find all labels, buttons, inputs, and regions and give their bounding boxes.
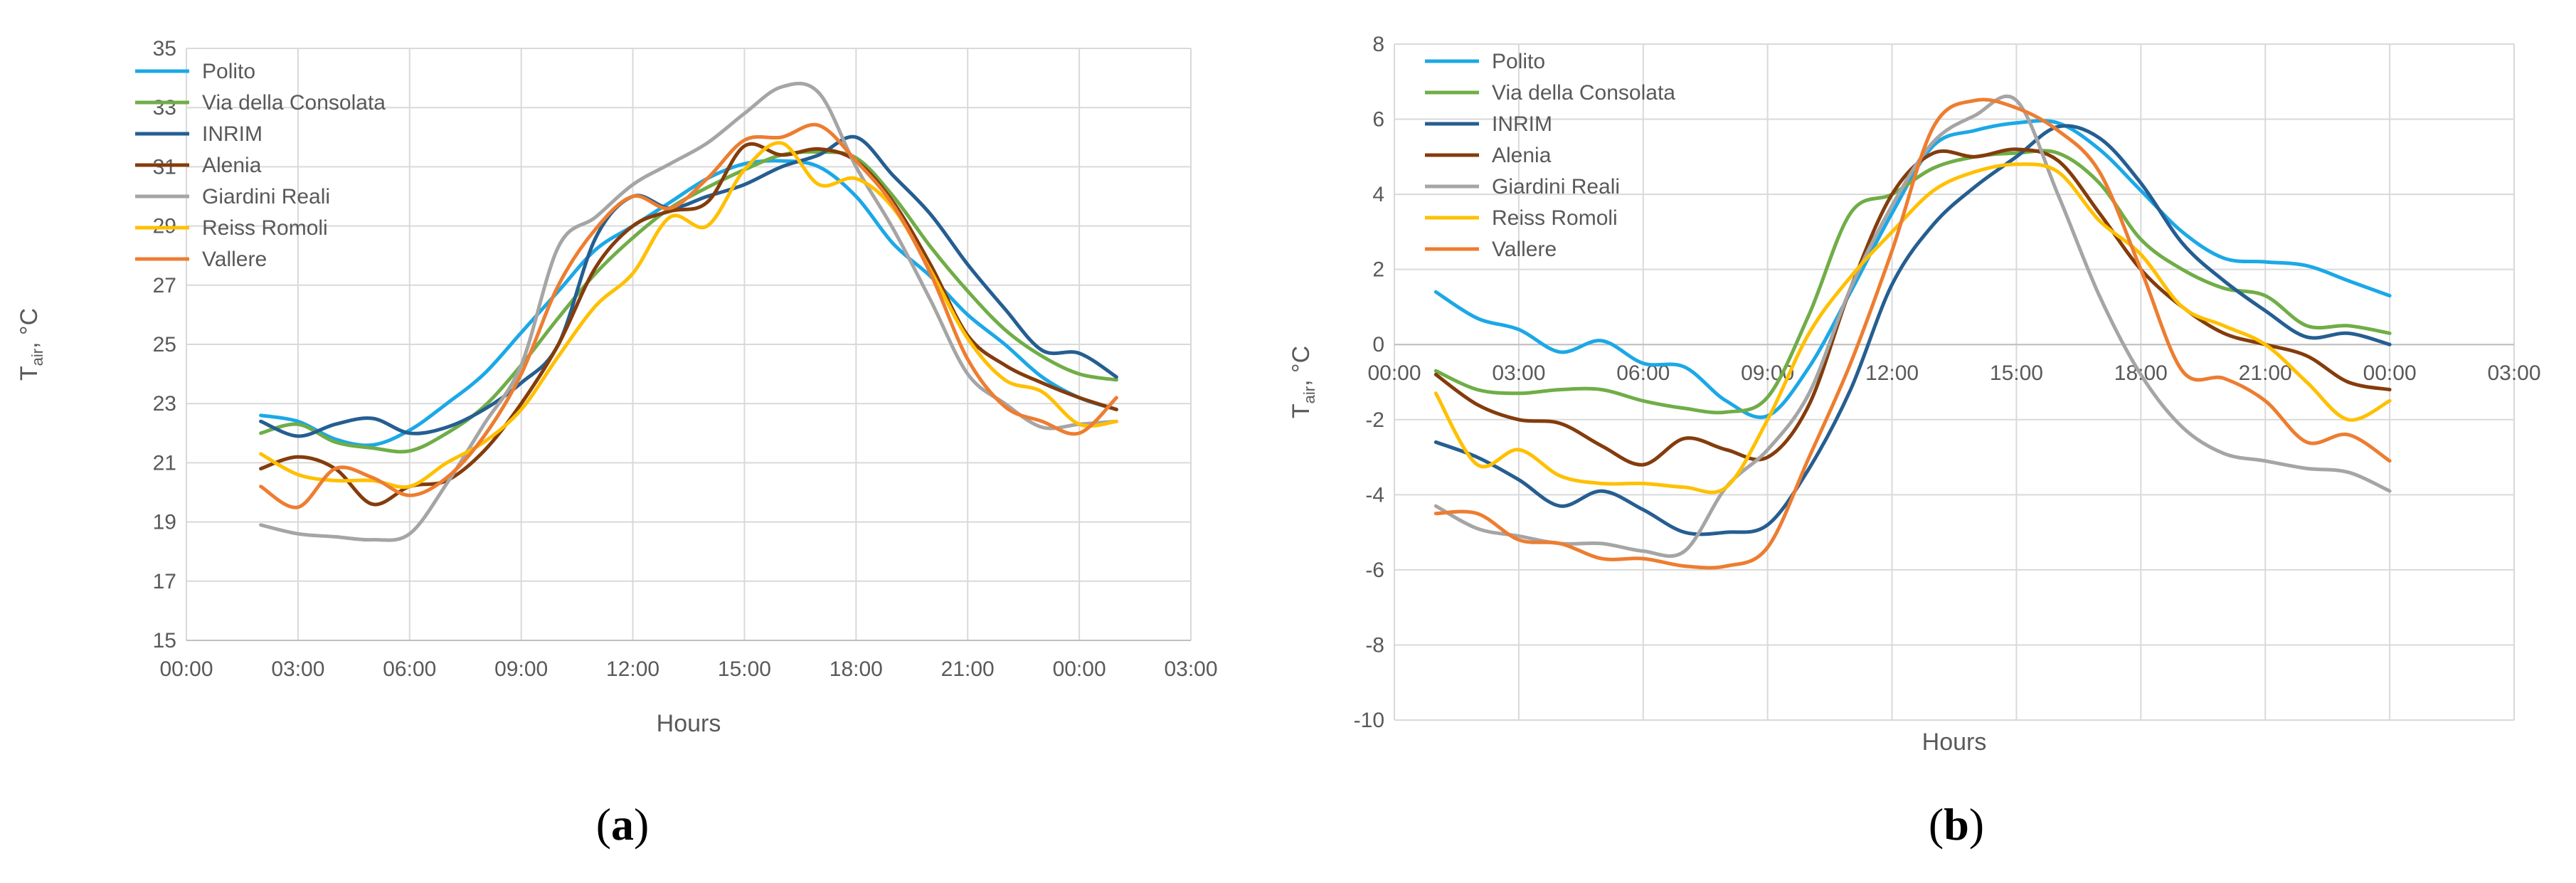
y-tick-label: 33 bbox=[153, 96, 176, 120]
y-tick-label: 17 bbox=[153, 570, 176, 593]
series-line-vallere bbox=[259, 122, 1118, 509]
x-tick-label: 12:00 bbox=[606, 657, 659, 681]
y-tick-label: -8 bbox=[1365, 633, 1384, 657]
y-tick-label: 8 bbox=[1372, 33, 1384, 56]
x-tick-label: 21:00 bbox=[2239, 361, 2292, 385]
x-tick-label: 18:00 bbox=[829, 657, 883, 681]
chart-panel-a: 151719212325272931333500:0003:0006:0009:… bbox=[16, 37, 1218, 850]
series-lines bbox=[1433, 94, 2392, 570]
y-tick-label: -4 bbox=[1365, 483, 1384, 507]
y-tick-label: 0 bbox=[1372, 333, 1384, 356]
y-tick-label: 21 bbox=[153, 451, 176, 475]
legend-label: Giardini Reali bbox=[202, 185, 330, 208]
y-axis-title: Tair, °C bbox=[16, 308, 46, 381]
x-tick-label: 03:00 bbox=[2487, 361, 2540, 385]
x-tick-label: 00:00 bbox=[1053, 657, 1106, 681]
legend-label: Via della Consolata bbox=[1492, 81, 1675, 105]
legend: Polito Via della Consolata INRIM Alenia Giar… bbox=[135, 60, 386, 271]
y-tick-label: 6 bbox=[1372, 108, 1384, 132]
gridlines bbox=[186, 48, 1192, 641]
series-line-inrim bbox=[1433, 124, 2392, 536]
legend-label: Polito bbox=[202, 60, 255, 83]
y-tick-label: -2 bbox=[1365, 408, 1384, 432]
x-tick-label: 15:00 bbox=[718, 657, 771, 681]
x-tick-label: 00:00 bbox=[1367, 361, 1421, 385]
y-tick-labels: -10 -8 -6 -4 -2 0 2 4 6 8 bbox=[1354, 33, 1384, 732]
x-tick-label: 12:00 bbox=[1865, 361, 1919, 385]
y-tick-label: 2 bbox=[1372, 258, 1384, 282]
y-tick-label: 4 bbox=[1372, 183, 1384, 206]
series-lines bbox=[259, 81, 1118, 542]
series-line-vallere bbox=[1433, 97, 2392, 570]
legend-label: Giardini Reali bbox=[1492, 175, 1620, 199]
x-tick-labels: 00:00 03:00 06:00 09:00 12:00 15:00 18:00 21:00… bbox=[159, 657, 1217, 681]
x-axis-title: Hours bbox=[1922, 729, 1987, 756]
y-tick-label: -10 bbox=[1354, 709, 1384, 732]
legend-label: Via della Consolata bbox=[202, 91, 386, 115]
y-tick-label: 19 bbox=[153, 511, 176, 534]
x-tick-label: 03:00 bbox=[1492, 361, 1545, 385]
x-tick-label: 00:00 bbox=[159, 657, 213, 681]
legend-label: Reiss Romoli bbox=[202, 216, 328, 240]
legend-label: Reiss Romoli bbox=[1492, 206, 1618, 230]
x-tick-label: 21:00 bbox=[941, 657, 995, 681]
y-tick-label: 15 bbox=[153, 629, 176, 652]
panel-caption: (a) bbox=[596, 799, 650, 850]
y-tick-label: -6 bbox=[1365, 559, 1384, 582]
legend: Polito Via della Consolata INRIM Alenia Giar… bbox=[1425, 50, 1675, 261]
legend-label: Alenia bbox=[1492, 144, 1552, 167]
y-tick-label: 25 bbox=[153, 333, 176, 356]
legend-label: Polito bbox=[1492, 50, 1545, 73]
x-tick-label: 00:00 bbox=[2363, 361, 2417, 385]
series-line-reiss-romoli bbox=[259, 141, 1118, 490]
x-tick-label: 09:00 bbox=[494, 657, 548, 681]
legend-label: Vallere bbox=[202, 248, 267, 271]
y-tick-label: 27 bbox=[153, 274, 176, 297]
series-line-giardini-reali bbox=[259, 81, 1118, 542]
y-tick-label: 35 bbox=[153, 37, 176, 60]
panel-caption: (b) bbox=[1929, 799, 1984, 850]
series-line-inrim bbox=[259, 134, 1118, 438]
series-line-polito bbox=[1433, 119, 2392, 419]
x-tick-label: 15:00 bbox=[1990, 361, 2043, 385]
legend-label: Alenia bbox=[202, 154, 262, 177]
series-line-polito bbox=[259, 159, 1118, 448]
y-tick-label: 23 bbox=[153, 392, 176, 416]
x-tick-labels: 00:00 03:00 06:00 09:00 12:00 15:00 18:00 21:00… bbox=[1367, 361, 2540, 385]
x-axis-title: Hours bbox=[657, 710, 721, 737]
x-tick-label: 03:00 bbox=[271, 657, 324, 681]
y-tick-label: 31 bbox=[153, 155, 176, 179]
legend-label: Vallere bbox=[1492, 238, 1557, 261]
legend-label: INRIM bbox=[202, 122, 263, 146]
y-tick-labels: 1517192123252729313335 bbox=[153, 37, 176, 652]
series-line-alenia bbox=[1433, 147, 2392, 467]
y-axis-title: Tair, °C bbox=[1288, 346, 1318, 418]
x-tick-label: 03:00 bbox=[1164, 657, 1217, 681]
legend-label: INRIM bbox=[1492, 112, 1552, 136]
x-tick-label: 06:00 bbox=[383, 657, 436, 681]
